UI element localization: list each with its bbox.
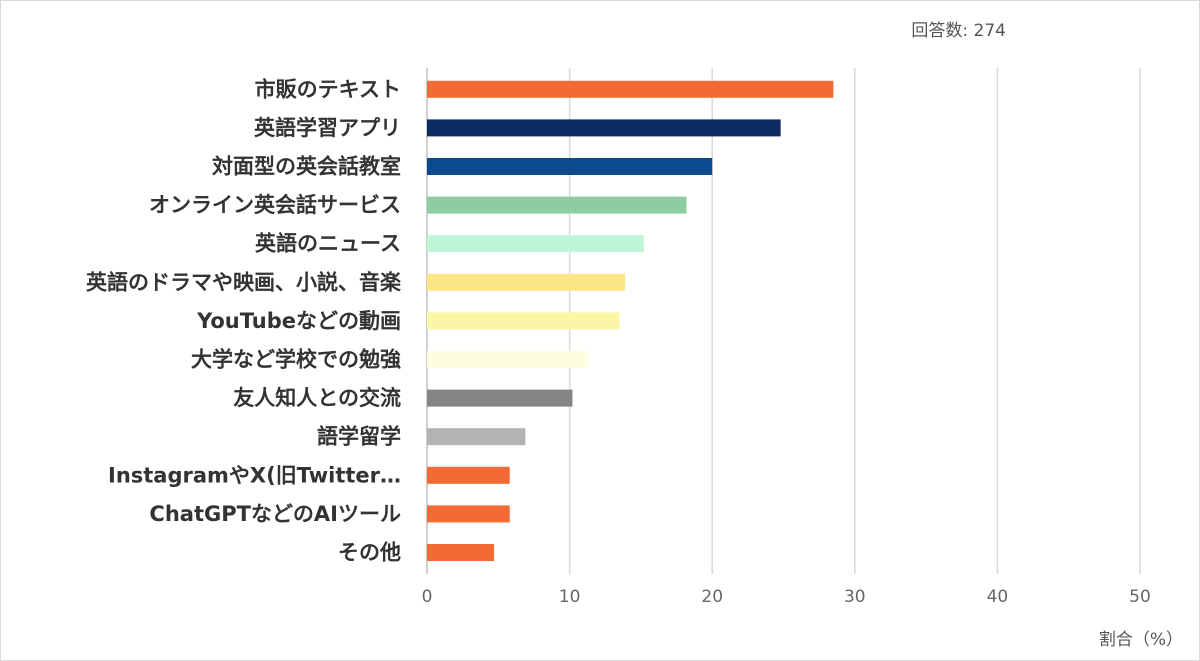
bar <box>427 466 510 484</box>
category-label: 英語のニュース <box>255 232 401 256</box>
category-label: 市販のテキスト <box>255 77 401 101</box>
category-labels: 市販のテキスト英語学習アプリ対面型の英会話教室オンライン英会話サービス英語のニュ… <box>86 77 402 564</box>
bars <box>427 80 834 561</box>
category-label: オンライン英会話サービス <box>149 193 401 217</box>
bar <box>427 119 781 137</box>
x-tick-label: 40 <box>987 587 1009 607</box>
bar <box>427 428 526 446</box>
bar <box>427 273 626 291</box>
bar <box>427 544 495 561</box>
bar <box>427 158 713 175</box>
category-label: InstagramやX(旧Twitter… <box>108 463 401 487</box>
category-label: 対面型の英会話教室 <box>212 155 401 179</box>
bar <box>427 389 573 407</box>
x-axis-label: 割合（%） <box>1099 630 1183 650</box>
bar <box>427 312 620 330</box>
category-label: 語学留学 <box>317 425 401 449</box>
x-tick-label: 10 <box>559 587 581 607</box>
category-label: YouTubeなどの動画 <box>196 309 401 333</box>
grid-lines <box>426 68 1141 574</box>
x-tick-labels: 0 10 20 30 40 50 <box>422 587 1151 607</box>
bar <box>427 351 589 368</box>
bar <box>427 505 510 523</box>
bar <box>427 80 834 98</box>
x-tick-label: 0 <box>422 587 433 607</box>
category-label: 英語学習アプリ <box>254 116 401 140</box>
category-label: その他 <box>338 541 401 565</box>
category-label: 大学など学校での勉強 <box>191 348 401 372</box>
category-label: 英語のドラマや映画、小説、音楽 <box>86 270 402 294</box>
category-label: 友人知人との交流 <box>233 386 401 410</box>
bar <box>427 196 687 214</box>
bar <box>427 235 644 253</box>
x-tick-label: 20 <box>701 587 723 607</box>
x-tick-label: 30 <box>844 587 866 607</box>
response-count: 回答数: 274 <box>911 21 1006 41</box>
x-tick-label: 50 <box>1129 587 1151 607</box>
category-label: ChatGPTなどのAIツール <box>149 502 401 526</box>
